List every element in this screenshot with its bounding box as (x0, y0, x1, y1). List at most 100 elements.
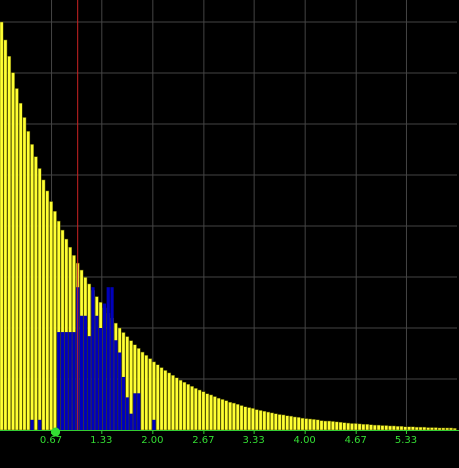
bar-yellow (148, 358, 152, 431)
bar-blue (102, 303, 107, 430)
bar-yellow (452, 428, 457, 431)
bar-yellow (414, 426, 419, 431)
bar-yellow (159, 367, 164, 431)
bar-blue (91, 287, 95, 430)
bar-yellow (388, 425, 392, 431)
bar-yellow (30, 144, 34, 431)
bar-yellow (392, 425, 396, 431)
bar-blue (118, 352, 122, 430)
bar-yellow (144, 355, 149, 431)
bar-yellow (140, 351, 145, 431)
bar-yellow (224, 400, 229, 431)
bar-yellow (369, 424, 373, 431)
bar-yellow (167, 372, 172, 431)
x-tick-label: 4.67 (345, 435, 367, 446)
bar-yellow (304, 418, 309, 431)
x-tick-label: 1.33 (90, 435, 112, 446)
bar-yellow (178, 379, 183, 431)
bar-yellow (353, 423, 358, 431)
marker-dot (51, 427, 61, 437)
bar-yellow (34, 156, 38, 431)
bar-yellow (372, 424, 377, 431)
bar-yellow (270, 412, 274, 431)
bar-yellow (171, 375, 175, 431)
bar-blue (60, 332, 65, 430)
bar-yellow (334, 421, 339, 431)
bar-blue (64, 332, 68, 430)
bar-yellow (418, 426, 423, 431)
bar-yellow (254, 409, 259, 431)
bar-blue (87, 336, 91, 430)
bar-yellow (213, 396, 217, 431)
bar-yellow (49, 201, 53, 431)
bar-yellow (41, 179, 46, 431)
bar-yellow (266, 411, 271, 431)
bar-yellow (395, 426, 400, 431)
x-tick-label: 0.67 (40, 435, 62, 446)
bar-blue (72, 332, 76, 430)
bar-yellow (220, 399, 225, 431)
bar-yellow (357, 423, 362, 431)
bar-blue (99, 328, 103, 430)
bar-yellow (289, 415, 293, 431)
bar-yellow (403, 426, 408, 431)
bar-yellow (331, 421, 335, 431)
bar-yellow (315, 419, 320, 431)
bar-yellow (449, 427, 453, 431)
bar-yellow (205, 393, 210, 431)
x-tick-labels: 0.67 1.33 2.00 2.67 3.33 4.00 4.67 5.33 (40, 435, 417, 446)
bar-yellow (407, 426, 411, 431)
bar-yellow (365, 424, 370, 431)
bar-blue (137, 393, 141, 430)
bar-yellow (152, 361, 156, 431)
bar-yellow (239, 405, 244, 431)
bar-yellow (37, 168, 42, 431)
bar-yellow (232, 402, 236, 431)
bar-yellow (433, 427, 438, 431)
bar-yellow (209, 394, 213, 431)
bar-yellow (411, 426, 415, 431)
bar-yellow (338, 421, 343, 431)
bar-yellow (243, 406, 248, 431)
bar-blue (83, 315, 87, 430)
bar-yellow (426, 427, 430, 431)
bar-yellow (258, 410, 263, 431)
bar-yellow (186, 384, 191, 431)
bar-blue (152, 419, 156, 430)
bar-blue (106, 287, 110, 430)
bar-blue (95, 315, 99, 430)
bar-yellow (22, 117, 27, 431)
bar-yellow (26, 131, 31, 431)
bar-yellow (190, 386, 194, 431)
bar-yellow (430, 427, 434, 431)
bar-yellow (327, 420, 331, 431)
bar-yellow (441, 427, 446, 431)
bar-yellow (11, 72, 15, 431)
bar-yellow (350, 423, 354, 431)
bar-yellow (163, 370, 168, 431)
bar-yellow (45, 190, 50, 431)
bar-yellow (308, 418, 312, 431)
bar-yellow (155, 364, 160, 431)
bar-yellow (376, 424, 381, 431)
x-axis (0, 427, 459, 437)
bar-yellow (228, 402, 232, 431)
bar-yellow (346, 422, 351, 431)
bar-yellow (312, 419, 316, 431)
bar-yellow (174, 377, 179, 431)
bar-yellow (323, 420, 328, 431)
series-blue-bars (30, 287, 156, 430)
bar-yellow (53, 211, 57, 431)
bar-blue (57, 332, 61, 430)
bar-yellow (281, 414, 286, 431)
bar-blue (110, 287, 114, 430)
bar-yellow (262, 410, 267, 431)
bar-yellow (300, 417, 305, 431)
bar-yellow (384, 425, 389, 431)
bar-yellow (197, 389, 202, 431)
bar-yellow (277, 414, 282, 431)
bar-yellow (216, 397, 221, 431)
bar-blue (38, 419, 42, 430)
bar-yellow (7, 56, 12, 431)
x-tick-label: 2.67 (192, 435, 214, 446)
